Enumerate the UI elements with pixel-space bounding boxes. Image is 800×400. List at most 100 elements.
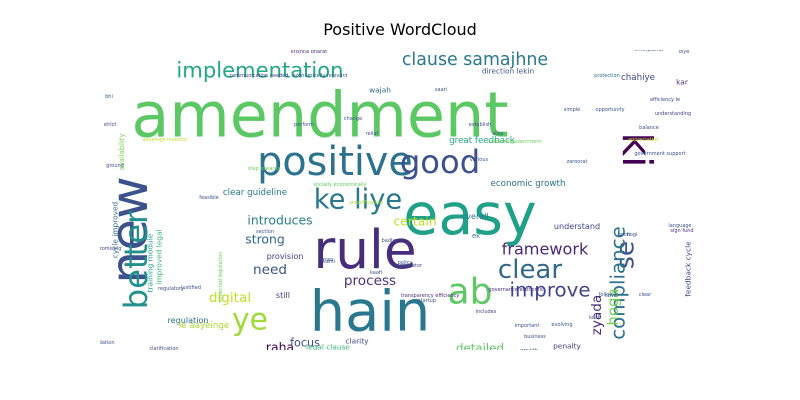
cloud-word: startup xyxy=(418,298,436,304)
cloud-word: timely xyxy=(634,50,650,53)
cloud-word: regulation xyxy=(167,315,208,325)
cloud-word: important xyxy=(515,323,540,329)
cloud-word: legal clause xyxy=(306,343,350,351)
cloud-word: justified xyxy=(180,285,201,291)
cloud-word: policy xyxy=(398,260,413,266)
cloud-word: kuch xyxy=(589,315,601,321)
cloud-word: zaroorat xyxy=(567,159,588,165)
cloud-word: karna xyxy=(649,50,663,53)
cloud-word: zyada xyxy=(589,295,605,335)
cloud-word: amendment xyxy=(131,79,508,152)
cloud-word: economically relevant xyxy=(292,73,347,79)
cloud-word: provision xyxy=(267,251,304,261)
cloud-word: aayeinge investor xyxy=(143,137,189,143)
chart-title: Positive WordCloud xyxy=(323,20,477,39)
cloud-word: point xyxy=(618,232,631,238)
cloud-word: implementation xyxy=(176,58,343,83)
cloud-word: krishna bharat xyxy=(291,50,327,55)
cloud-word: change xyxy=(344,116,362,122)
cloud-word: clear xyxy=(498,255,562,285)
cloud-word: ek xyxy=(472,232,480,240)
cloud-word: step towards xyxy=(248,166,281,172)
cloud-word: bhi xyxy=(105,94,113,100)
cloud-word: strict xyxy=(104,122,117,128)
cloud-word: direction lekin xyxy=(482,67,535,76)
cloud-word: availability xyxy=(118,134,126,171)
cloud-word: cover xyxy=(605,293,620,299)
cloud-word: step xyxy=(493,131,504,137)
cloud-word: improved legal xyxy=(155,229,164,284)
cloud-word: process xyxy=(344,273,396,289)
cloud-word: better xyxy=(117,210,155,309)
cloud-word: balance xyxy=(639,125,659,131)
cloud-word: ki xyxy=(613,132,661,167)
cloud-word: penalty xyxy=(553,342,581,351)
cloud-word: saari xyxy=(435,87,447,93)
cloud-word: overall xyxy=(461,211,489,221)
cloud-word: expected legislation xyxy=(218,252,224,302)
cloud-word: growth xyxy=(520,348,537,350)
cloud-word: cycle improved xyxy=(111,201,120,258)
cloud-word: evolving xyxy=(551,322,572,328)
cloud-word: kami xyxy=(323,259,335,265)
cloud-word: ke liye xyxy=(314,185,402,216)
cloud-word: foundation xyxy=(100,340,114,346)
cloud-word: governance economic xyxy=(488,287,543,293)
cloud-word: le aayeinge xyxy=(179,321,229,331)
cloud-word: sign fund xyxy=(670,228,693,234)
cloud-word: great feedback xyxy=(449,136,515,146)
cloud-word: socially economically xyxy=(313,182,366,188)
cloud-word: rule xyxy=(313,219,416,281)
cloud-word: certain xyxy=(393,214,436,229)
cloud-word: hain xyxy=(310,280,430,345)
cloud-word: regulatory xyxy=(158,286,184,292)
cloud-word: protection xyxy=(594,73,620,79)
cloud-word: business xyxy=(524,334,546,340)
cloud-word: introduces xyxy=(247,213,312,228)
cloud-word: good xyxy=(400,143,480,181)
cloud-word: hogi xyxy=(627,232,638,238)
cloud-word: badlav xyxy=(382,238,399,244)
cloud-word: appreciated xyxy=(628,137,658,143)
cloud-word: wajah xyxy=(369,86,391,95)
cloud-word: smes xyxy=(320,257,334,263)
cloud-word: section xyxy=(256,229,274,235)
cloud-word: government support xyxy=(634,151,685,157)
cloud-word: various xyxy=(470,157,489,163)
cloud-word: diye xyxy=(679,50,690,55)
cloud-word: relief xyxy=(366,131,379,137)
cloud-word: easy xyxy=(403,182,536,248)
cloud-word: logon xyxy=(395,263,409,269)
cloud-word: follow xyxy=(599,292,614,298)
cloud-word: feasible xyxy=(199,195,219,201)
cloud-word: transparency efficiency xyxy=(401,293,460,299)
cloud-word: communication needed xyxy=(229,73,288,79)
cloud-word: simplification xyxy=(349,200,382,206)
cloud-word: understanding xyxy=(655,111,691,117)
cloud-word: simple xyxy=(564,107,581,113)
cloud-word: compliance xyxy=(607,226,630,340)
cloud-word: ab xyxy=(448,272,493,313)
cloud-word: kaafi xyxy=(370,270,382,276)
cloud-word: hoga xyxy=(604,288,622,325)
cloud-word: detailed xyxy=(456,341,504,350)
cloud-word: chahiye xyxy=(621,73,655,83)
cloud-word: promising xyxy=(100,246,121,252)
cloud-word: clause samajhne xyxy=(402,50,548,70)
cloud-word: need xyxy=(253,262,287,278)
cloud-word: includes xyxy=(476,309,497,315)
cloud-word: framework xyxy=(502,240,589,259)
cloud-word: positive xyxy=(257,139,413,185)
cloud-word: ground xyxy=(106,163,124,169)
cloud-word: improve xyxy=(510,279,591,302)
cloud-word: investor xyxy=(402,263,423,269)
cloud-word: new xyxy=(100,176,160,284)
cloud-word: clarity xyxy=(345,337,369,346)
cloud-word: clarification xyxy=(149,346,178,350)
cloud-word: clear guideline xyxy=(223,188,287,198)
cloud-word: kar xyxy=(676,78,689,87)
cloud-word: strong xyxy=(245,232,284,247)
cloud-word: language xyxy=(668,223,691,229)
cloud-word: raha xyxy=(266,340,294,351)
